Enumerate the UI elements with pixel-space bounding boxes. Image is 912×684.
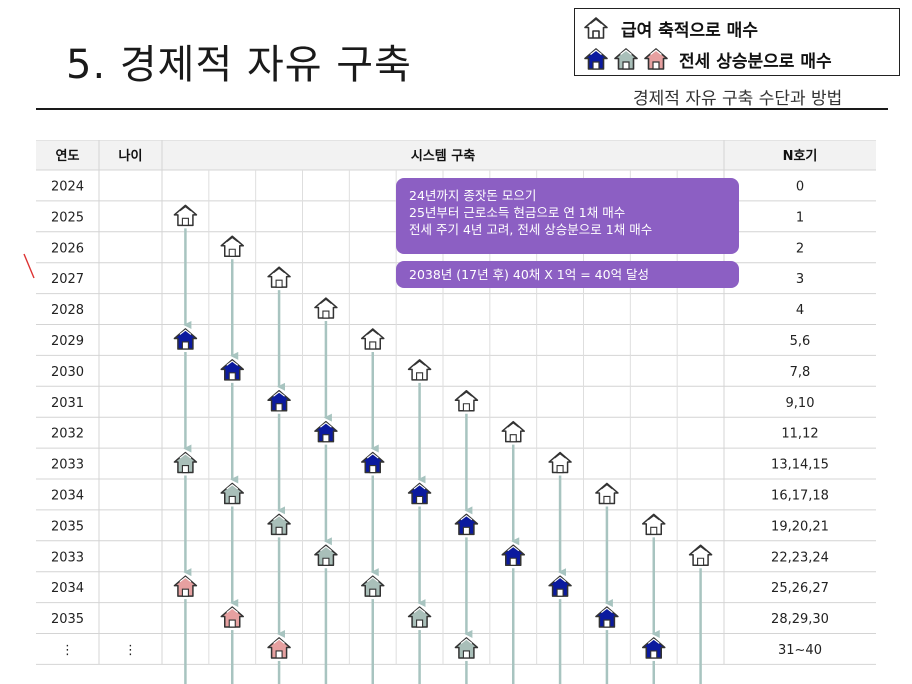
table-header-bg <box>36 140 876 170</box>
house-gray-icon <box>314 544 338 566</box>
age-cell: ⋮ <box>124 643 137 658</box>
house-pink-icon <box>267 637 291 659</box>
annotation-line-2: 25년부터 근로소득 현금으로 연 1채 매수 <box>409 205 626 220</box>
n-cell: 25,26,27 <box>771 581 829 596</box>
house-gray-icon <box>173 451 198 474</box>
year-cell: 2025 <box>51 210 84 225</box>
house-outline-icon <box>173 204 198 227</box>
n-cell: 11,12 <box>781 427 818 442</box>
n-cell: 9,10 <box>786 396 815 411</box>
house-outline-icon <box>267 266 291 288</box>
n-cell: 0 <box>796 179 804 194</box>
house-gray-icon <box>407 606 432 628</box>
house-blue-icon <box>548 575 572 597</box>
header-2: 시스템 구축 <box>411 148 475 164</box>
page-title: 5. 경제적 자유 구축 <box>66 42 412 88</box>
year-cell: ⋮ <box>61 643 74 658</box>
year-cell: 2034 <box>51 488 84 503</box>
n-cell: 22,23,24 <box>771 550 829 565</box>
house-blue-icon <box>584 48 608 70</box>
house-blue-icon <box>595 606 619 628</box>
year-cell: 2032 <box>51 427 84 442</box>
year-cell: 2029 <box>51 334 84 349</box>
title-underline <box>36 108 888 110</box>
house-blue-icon <box>407 482 432 505</box>
n-cell: 28,29,30 <box>771 612 829 627</box>
house-outline-icon <box>361 328 385 350</box>
house-outline-icon <box>595 482 619 505</box>
n-cell: 5,6 <box>790 334 811 349</box>
year-cell: 2027 <box>51 272 84 287</box>
annotation-box-goal: 2038년 (17년 후) 40채 X 1억 = 40억 달성 <box>396 261 739 288</box>
header-1: 나이 <box>119 148 143 164</box>
year-cell: 2034 <box>51 581 84 596</box>
house-pink-icon <box>173 575 198 597</box>
annotation-box-plan: 24년까지 종잣돈 모으기 25년부터 근로소득 현금으로 연 1채 매수 전세… <box>396 178 739 254</box>
header-0: 연도 <box>56 149 80 164</box>
house-blue-icon <box>642 637 666 659</box>
house-outline-icon <box>501 420 525 443</box>
n-cell: 16,17,18 <box>771 488 829 503</box>
n-cell: 3 <box>796 272 804 287</box>
year-cell: 2033 <box>51 458 84 473</box>
house-gray-icon <box>267 513 291 536</box>
year-cell: 2024 <box>51 179 84 194</box>
house-outline-icon <box>548 451 572 474</box>
legend-row-salary: 급여 축적으로 매수 <box>583 15 758 41</box>
house-blue-icon <box>361 451 385 474</box>
year-cell: 2030 <box>51 365 84 380</box>
legend-label-deposit: 전세 상승분으로 매수 <box>679 51 832 72</box>
house-gray-icon <box>454 637 479 659</box>
house-pink-icon <box>220 606 244 628</box>
page-subtitle: 경제적 자유 구축 수단과 방법 <box>633 89 843 109</box>
house-blue-icon <box>220 359 244 381</box>
house-outline-icon <box>407 359 432 381</box>
house-outline-icon <box>454 390 479 412</box>
year-cell: 2026 <box>51 241 84 256</box>
n-cell: 2 <box>796 241 804 256</box>
year-cell: 2028 <box>51 303 84 318</box>
n-cell: 19,20,21 <box>771 519 829 534</box>
n-cell: 7,8 <box>790 365 811 380</box>
house-outline-icon <box>642 513 666 536</box>
house-blue-icon <box>267 390 291 412</box>
year-cell: 2031 <box>51 396 84 411</box>
n-cell: 1 <box>796 210 804 225</box>
n-cell: 13,14,15 <box>771 458 829 473</box>
house-gray-icon <box>220 482 244 505</box>
legend-label-salary: 급여 축적으로 매수 <box>621 20 758 41</box>
house-gray-icon <box>361 575 385 597</box>
house-blue-icon <box>173 328 198 350</box>
year-cell: 2033 <box>51 550 84 565</box>
house-outline-icon <box>314 297 338 319</box>
header-3: N호기 <box>783 149 818 164</box>
house-outline-icon <box>688 544 713 566</box>
house-gray-icon <box>614 48 638 70</box>
house-outline-icon <box>220 235 244 257</box>
house-pink-icon <box>644 48 668 70</box>
pen-mark <box>23 253 35 279</box>
legend: 급여 축적으로 매수 전세 상승분으로 매수 <box>574 8 900 76</box>
house-blue-icon <box>501 544 525 566</box>
n-cell: 4 <box>796 303 804 318</box>
system-table: 연도 나이 시스템 구축 N호기 2024 0 2025 1 2026 2 2027 3 2028 4 20… <box>36 140 876 684</box>
year-cell: 2035 <box>51 612 84 627</box>
annotation-line-3: 전세 주기 4년 고려, 전세 상승분으로 1채 매수 <box>409 222 653 237</box>
annotation-goal-text: 2038년 (17년 후) 40채 X 1억 = 40억 달성 <box>409 267 650 282</box>
n-cell: 31~40 <box>778 643 822 658</box>
year-cell: 2035 <box>51 519 84 534</box>
house-outline-icon <box>584 17 608 39</box>
house-blue-icon <box>314 420 338 443</box>
annotation-line-1: 24년까지 종잣돈 모으기 <box>409 188 537 203</box>
legend-row-deposit: 전세 상승분으로 매수 <box>583 46 832 72</box>
house-blue-icon <box>454 513 479 536</box>
